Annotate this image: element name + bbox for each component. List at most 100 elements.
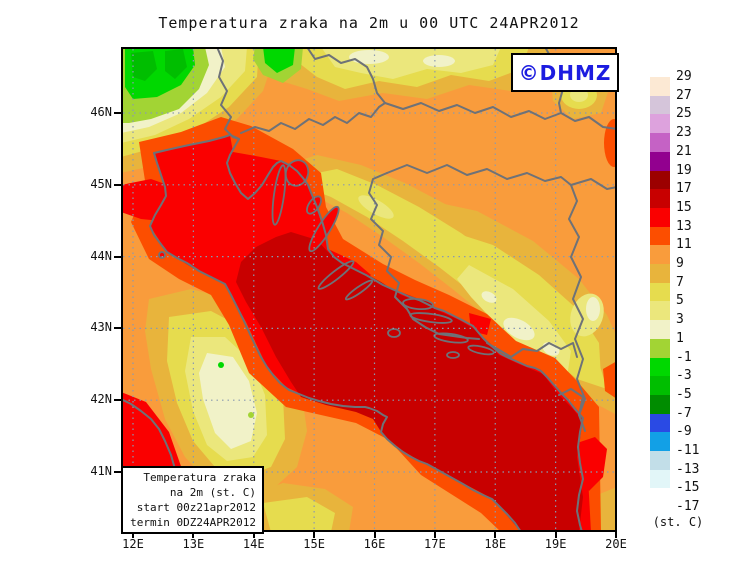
temp-region-alps-m5-m3b <box>165 49 187 79</box>
colorbar-tick-label: 17 <box>676 181 692 197</box>
colorbar-swatch <box>650 469 670 489</box>
colorbar-swatch <box>650 226 670 246</box>
colorbar-tick-label: 27 <box>676 87 692 103</box>
lat-axis-tick <box>114 255 121 258</box>
border-bosnia-serbia-drina <box>568 184 586 432</box>
info-line-termin: termin 0DZ24APR2012 <box>130 516 256 529</box>
lon-axis-tick <box>433 532 436 538</box>
lon-axis-tick <box>615 532 617 538</box>
border-italy-slovenia <box>216 46 240 140</box>
island-korcula <box>433 332 469 344</box>
colorbar-tick-label: -9 <box>676 424 692 440</box>
lat-axis-tick <box>114 327 121 330</box>
lon-axis-label: 20E <box>605 537 627 551</box>
colorbar-tick-label: -13 <box>676 461 700 477</box>
page-title: Temperatura zraka na 2m u 00 UTC 24APR20… <box>158 14 580 32</box>
lat-axis-label: 43N <box>90 320 112 335</box>
colorbar-swatch <box>650 264 670 284</box>
islands <box>158 159 495 359</box>
border-austria-hungary <box>306 46 386 104</box>
temp-region-apennines-1-3 <box>199 353 257 449</box>
colorbar-swatch <box>650 245 670 265</box>
colorbar-tick-label: 13 <box>676 218 692 234</box>
lat-axis-label: 42N <box>90 392 112 407</box>
info-line-variable: Temperatura zraka <box>143 471 256 484</box>
lon-axis-tick <box>132 532 134 538</box>
colorbar-tick-label: 29 <box>676 69 692 84</box>
island-lastovo <box>446 351 460 359</box>
colorbar-swatch <box>650 413 670 433</box>
colorbar-tick-label: 3 <box>676 312 684 328</box>
temp-region-bosnia-1-3c <box>481 291 497 303</box>
colorbar-tick-label: 11 <box>676 237 692 253</box>
colorbar-swatch <box>650 301 670 321</box>
colorbar-swatch <box>650 488 670 508</box>
island-small-west <box>158 251 166 259</box>
lon-axis-tick <box>192 532 195 538</box>
coastline-italy <box>149 152 522 533</box>
lon-axis-label: 12E <box>122 537 144 551</box>
dhmz-logo-text: ©DHMZ <box>518 60 612 85</box>
temp-region-topband-1-3a <box>349 50 389 64</box>
colorbar-tick-label: 15 <box>676 199 692 215</box>
temp-region-adriatic-core-15-17 <box>236 232 583 532</box>
colorbar-tick-label: -17 <box>676 499 700 515</box>
colorbar-tick-label: 19 <box>676 162 692 178</box>
lat-axis-tick <box>114 471 121 473</box>
colorbar-swatch <box>650 394 670 415</box>
colorbar-swatch <box>650 95 670 115</box>
colorbar-tick-label: -15 <box>676 480 700 496</box>
lat-axis-tick <box>114 112 121 114</box>
lon-axis-label: 13E <box>182 537 205 551</box>
island-mljet <box>467 344 495 356</box>
lon-axis-label: 16E <box>363 537 386 551</box>
lat-axis-label: 44N <box>90 248 112 263</box>
temp-spot-apennine-green1 <box>218 362 224 368</box>
border-serbia-east <box>570 178 618 190</box>
island-kornati <box>344 279 374 301</box>
border-montenegro-albania <box>558 388 584 416</box>
island-vis <box>387 328 401 338</box>
colorbar-swatch <box>650 189 670 209</box>
lon-axis-tick <box>494 532 497 538</box>
temp-spot-apennine-green2 <box>248 412 254 418</box>
colorbar-swatch <box>650 338 670 358</box>
lon-axis-tick <box>373 532 376 538</box>
lon-axis-label: 15E <box>303 537 325 551</box>
temp-region-bosnia-1-3d <box>586 297 600 321</box>
temp-region-south-italy-5-7 <box>263 497 335 532</box>
lon-axis-label: 19E <box>544 537 567 551</box>
map-frame-border <box>121 47 617 532</box>
colorbar-tick-label: -3 <box>676 368 692 384</box>
border-bosnia-montenegro <box>486 342 578 358</box>
border-croatia-bosnia-sava <box>386 164 572 186</box>
lon-axis-tick <box>252 532 255 538</box>
colorbar-tick-label: 23 <box>676 125 692 141</box>
colorbar-unit-label: (st. C) <box>652 515 704 529</box>
info-line-start: start 00z21apr2012 <box>136 501 256 514</box>
colorbar-tick-label: 1 <box>676 330 684 346</box>
lat-axis-tick <box>114 183 121 186</box>
border-croatia-bosnia-west <box>368 172 480 340</box>
lat-axis-tick <box>114 399 121 402</box>
temp-region-rightedge-11-13 <box>603 361 617 399</box>
map-info-box: Temperatura zraka na 2m (st. C) start 00… <box>121 466 264 534</box>
colorbar-swatch <box>650 133 670 153</box>
colorbar-swatch <box>650 282 670 302</box>
dhmz-logo: ©DHMZ <box>511 53 619 92</box>
lon-axis-label: 14E <box>242 537 265 551</box>
lon-axis-label: 17E <box>424 537 446 551</box>
colorbar-tick-label: -11 <box>676 443 700 458</box>
colorbar-swatch <box>650 114 670 134</box>
temperature-map-svg <box>120 46 624 533</box>
temp-region-topband-1-3b <box>423 55 455 67</box>
colorbar-swatch <box>650 357 670 377</box>
info-line-level: na 2m (st. C) <box>169 486 256 499</box>
colorbar-tick-label: -7 <box>676 405 692 421</box>
temp-region-alps-m5-m3a <box>131 51 157 81</box>
coastline-croatia <box>153 134 584 533</box>
island-dugi-otok <box>317 260 355 290</box>
country-borders <box>216 46 618 432</box>
colorbar-swatch <box>650 451 670 471</box>
